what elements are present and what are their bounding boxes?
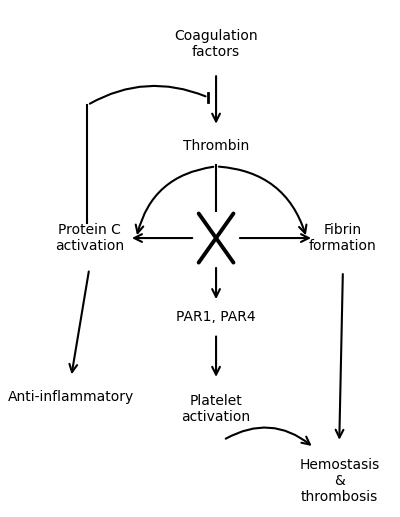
Text: Fibrin
formation: Fibrin formation (309, 223, 377, 253)
Text: Protein C
activation: Protein C activation (55, 223, 124, 253)
Text: Thrombin: Thrombin (183, 139, 249, 153)
Text: Coagulation
factors: Coagulation factors (174, 28, 258, 59)
Text: Hemostasis
&
thrombosis: Hemostasis & thrombosis (299, 458, 379, 504)
Text: Anti-inflammatory: Anti-inflammatory (8, 390, 134, 404)
Text: PAR1, PAR4: PAR1, PAR4 (176, 310, 256, 324)
Text: Platelet
activation: Platelet activation (182, 394, 251, 424)
